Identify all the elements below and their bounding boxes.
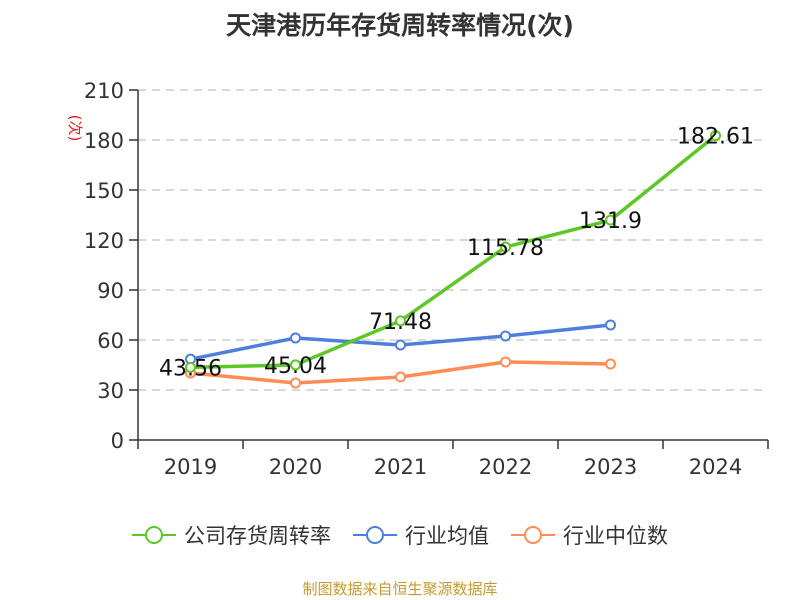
legend-label: 行业中位数 xyxy=(563,524,668,548)
data-point[interactable] xyxy=(500,356,511,368)
x-tick-label: 2019 xyxy=(164,455,217,479)
x-tick-label: 2020 xyxy=(269,455,322,479)
y-tick-label: 180 xyxy=(84,129,124,153)
legend-item-company[interactable]: 公司存货周转率 xyxy=(132,520,331,550)
data-point[interactable] xyxy=(290,332,301,344)
legend-item-industry-median[interactable]: 行业中位数 xyxy=(511,520,668,550)
data-label: 115.78 xyxy=(467,236,544,261)
data-point[interactable] xyxy=(605,214,616,226)
data-point[interactable] xyxy=(290,359,301,371)
data-point[interactable] xyxy=(290,377,301,389)
y-unit-label: (次) xyxy=(66,115,84,142)
y-tick-label: 210 xyxy=(84,79,124,103)
data-label: 45.04 xyxy=(264,354,327,379)
series-line xyxy=(190,134,717,370)
data-point[interactable] xyxy=(395,371,406,383)
data-point[interactable] xyxy=(605,319,616,331)
data-label: 182.61 xyxy=(677,125,754,150)
data-label: 43.56 xyxy=(159,356,222,381)
data-point[interactable] xyxy=(710,130,721,142)
x-tick-label: 2022 xyxy=(479,455,532,479)
y-tick-label: 0 xyxy=(111,429,124,453)
y-tick-label: 150 xyxy=(84,179,124,203)
legend-label: 行业均值 xyxy=(405,524,489,548)
y-tick-label: 60 xyxy=(97,329,124,353)
data-label: 131.9 xyxy=(579,209,642,234)
legend-item-industry-avg[interactable]: 行业均值 xyxy=(353,520,489,550)
data-point[interactable] xyxy=(185,361,196,373)
data-point[interactable] xyxy=(395,315,406,327)
data-source: 制图数据来自恒生聚源数据库 xyxy=(302,580,498,598)
chart-title: 天津港历年存货周转率情况(次) xyxy=(226,11,574,40)
data-point[interactable] xyxy=(500,241,511,253)
data-point[interactable] xyxy=(605,358,616,370)
legend: 公司存货周转率 行业均值 行业中位数 xyxy=(0,520,800,550)
data-point[interactable] xyxy=(500,330,511,342)
y-tick-label: 120 xyxy=(84,229,124,253)
data-label: 71.48 xyxy=(369,310,432,335)
y-tick-label: 30 xyxy=(97,379,124,403)
x-tick-label: 2024 xyxy=(689,455,742,479)
x-tick-label: 2023 xyxy=(584,455,637,479)
legend-label: 公司存货周转率 xyxy=(184,524,331,548)
data-point[interactable] xyxy=(395,339,406,351)
y-tick-label: 90 xyxy=(97,279,124,303)
x-tick-label: 2021 xyxy=(374,455,427,479)
